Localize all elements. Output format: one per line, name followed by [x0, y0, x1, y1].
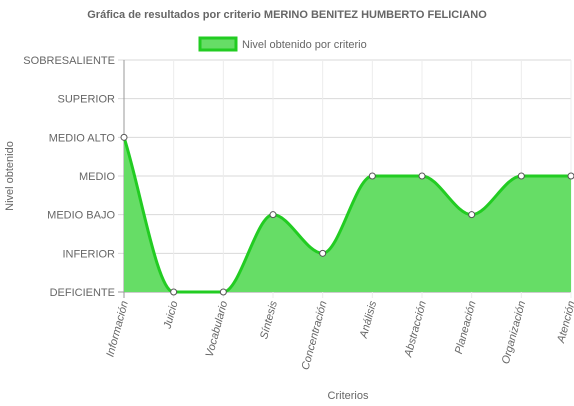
legend-label: Nivel obtenido por criterio — [242, 39, 367, 51]
y-axis-ticks: DEFICIENTE INFERIOR MEDIO BAJO MEDIO MEDIO A… — [23, 55, 115, 299]
data-point[interactable] — [120, 133, 128, 141]
x-tick-label: Concentración — [300, 300, 330, 372]
x-tick-label: Organización — [500, 300, 528, 366]
x-tick-label: Vocabulario — [204, 300, 231, 359]
data-point[interactable] — [170, 288, 178, 296]
data-point[interactable] — [269, 211, 277, 219]
data-point[interactable] — [468, 211, 476, 219]
data-point[interactable] — [319, 249, 327, 257]
x-axis-label: Criterios — [328, 390, 369, 402]
y-tick-label: DEFICIENTE — [50, 287, 115, 299]
data-point[interactable] — [567, 172, 574, 180]
legend-swatch — [198, 36, 238, 52]
y-tick-label: MEDIO BAJO — [47, 210, 115, 222]
x-tick-label: Juicio — [161, 300, 180, 331]
data-point[interactable] — [418, 172, 426, 180]
y-tick-label: SUPERIOR — [58, 94, 116, 106]
data-point[interactable] — [219, 288, 227, 296]
y-axis-label: Nivel obtenido — [4, 141, 16, 211]
x-axis-ticks: Información Juicio Vocabulario Síntesis Conc… — [104, 299, 574, 371]
x-tick-label: Análisis — [358, 299, 380, 340]
legend[interactable]: Nivel obtenido por criterio — [198, 36, 367, 52]
y-tick-label: MEDIO — [79, 171, 116, 183]
x-tick-label: Atención — [555, 300, 574, 345]
series-area — [124, 137, 571, 292]
x-tick-label: Síntesis — [258, 299, 280, 340]
x-tick-label: Información — [104, 300, 130, 359]
chart-title: Gráfica de resultados por criterio MERIN… — [87, 9, 487, 21]
data-point[interactable] — [517, 172, 525, 180]
x-tick-label: Abstracción — [402, 300, 429, 360]
y-tick-label: SOBRESALIENTE — [23, 55, 115, 67]
y-tick-label: INFERIOR — [62, 248, 115, 260]
y-tick-label: MEDIO ALTO — [49, 132, 116, 144]
data-points — [120, 133, 574, 296]
data-point[interactable] — [368, 172, 376, 180]
x-tick-label: Planeación — [453, 300, 479, 356]
